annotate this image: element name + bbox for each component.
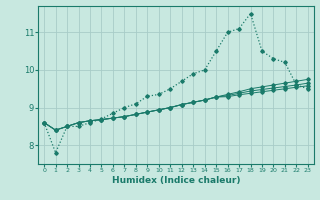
X-axis label: Humidex (Indice chaleur): Humidex (Indice chaleur): [112, 176, 240, 185]
